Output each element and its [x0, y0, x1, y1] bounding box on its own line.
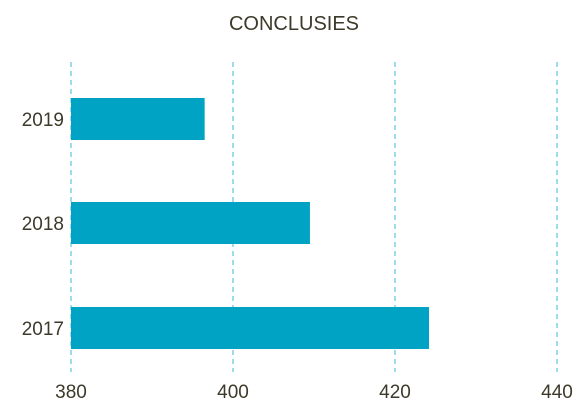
x-tick-label: 380	[55, 382, 87, 403]
y-tick-label: 2018	[22, 214, 64, 235]
bar-2017	[71, 307, 430, 349]
category-labels: 2019 2018 2017	[22, 110, 64, 340]
y-tick-label: 2017	[22, 319, 64, 340]
x-tick-labels: 380 400 420 440	[55, 382, 573, 403]
bars	[71, 98, 430, 349]
x-tick-label: 400	[217, 382, 249, 403]
bar-2019	[71, 98, 205, 140]
x-tick-label: 420	[379, 382, 411, 403]
x-tick-label: 440	[541, 382, 573, 403]
bar-2018	[71, 202, 310, 244]
y-tick-label: 2019	[22, 110, 64, 131]
chart-title: CONCLUSIES	[229, 13, 359, 35]
